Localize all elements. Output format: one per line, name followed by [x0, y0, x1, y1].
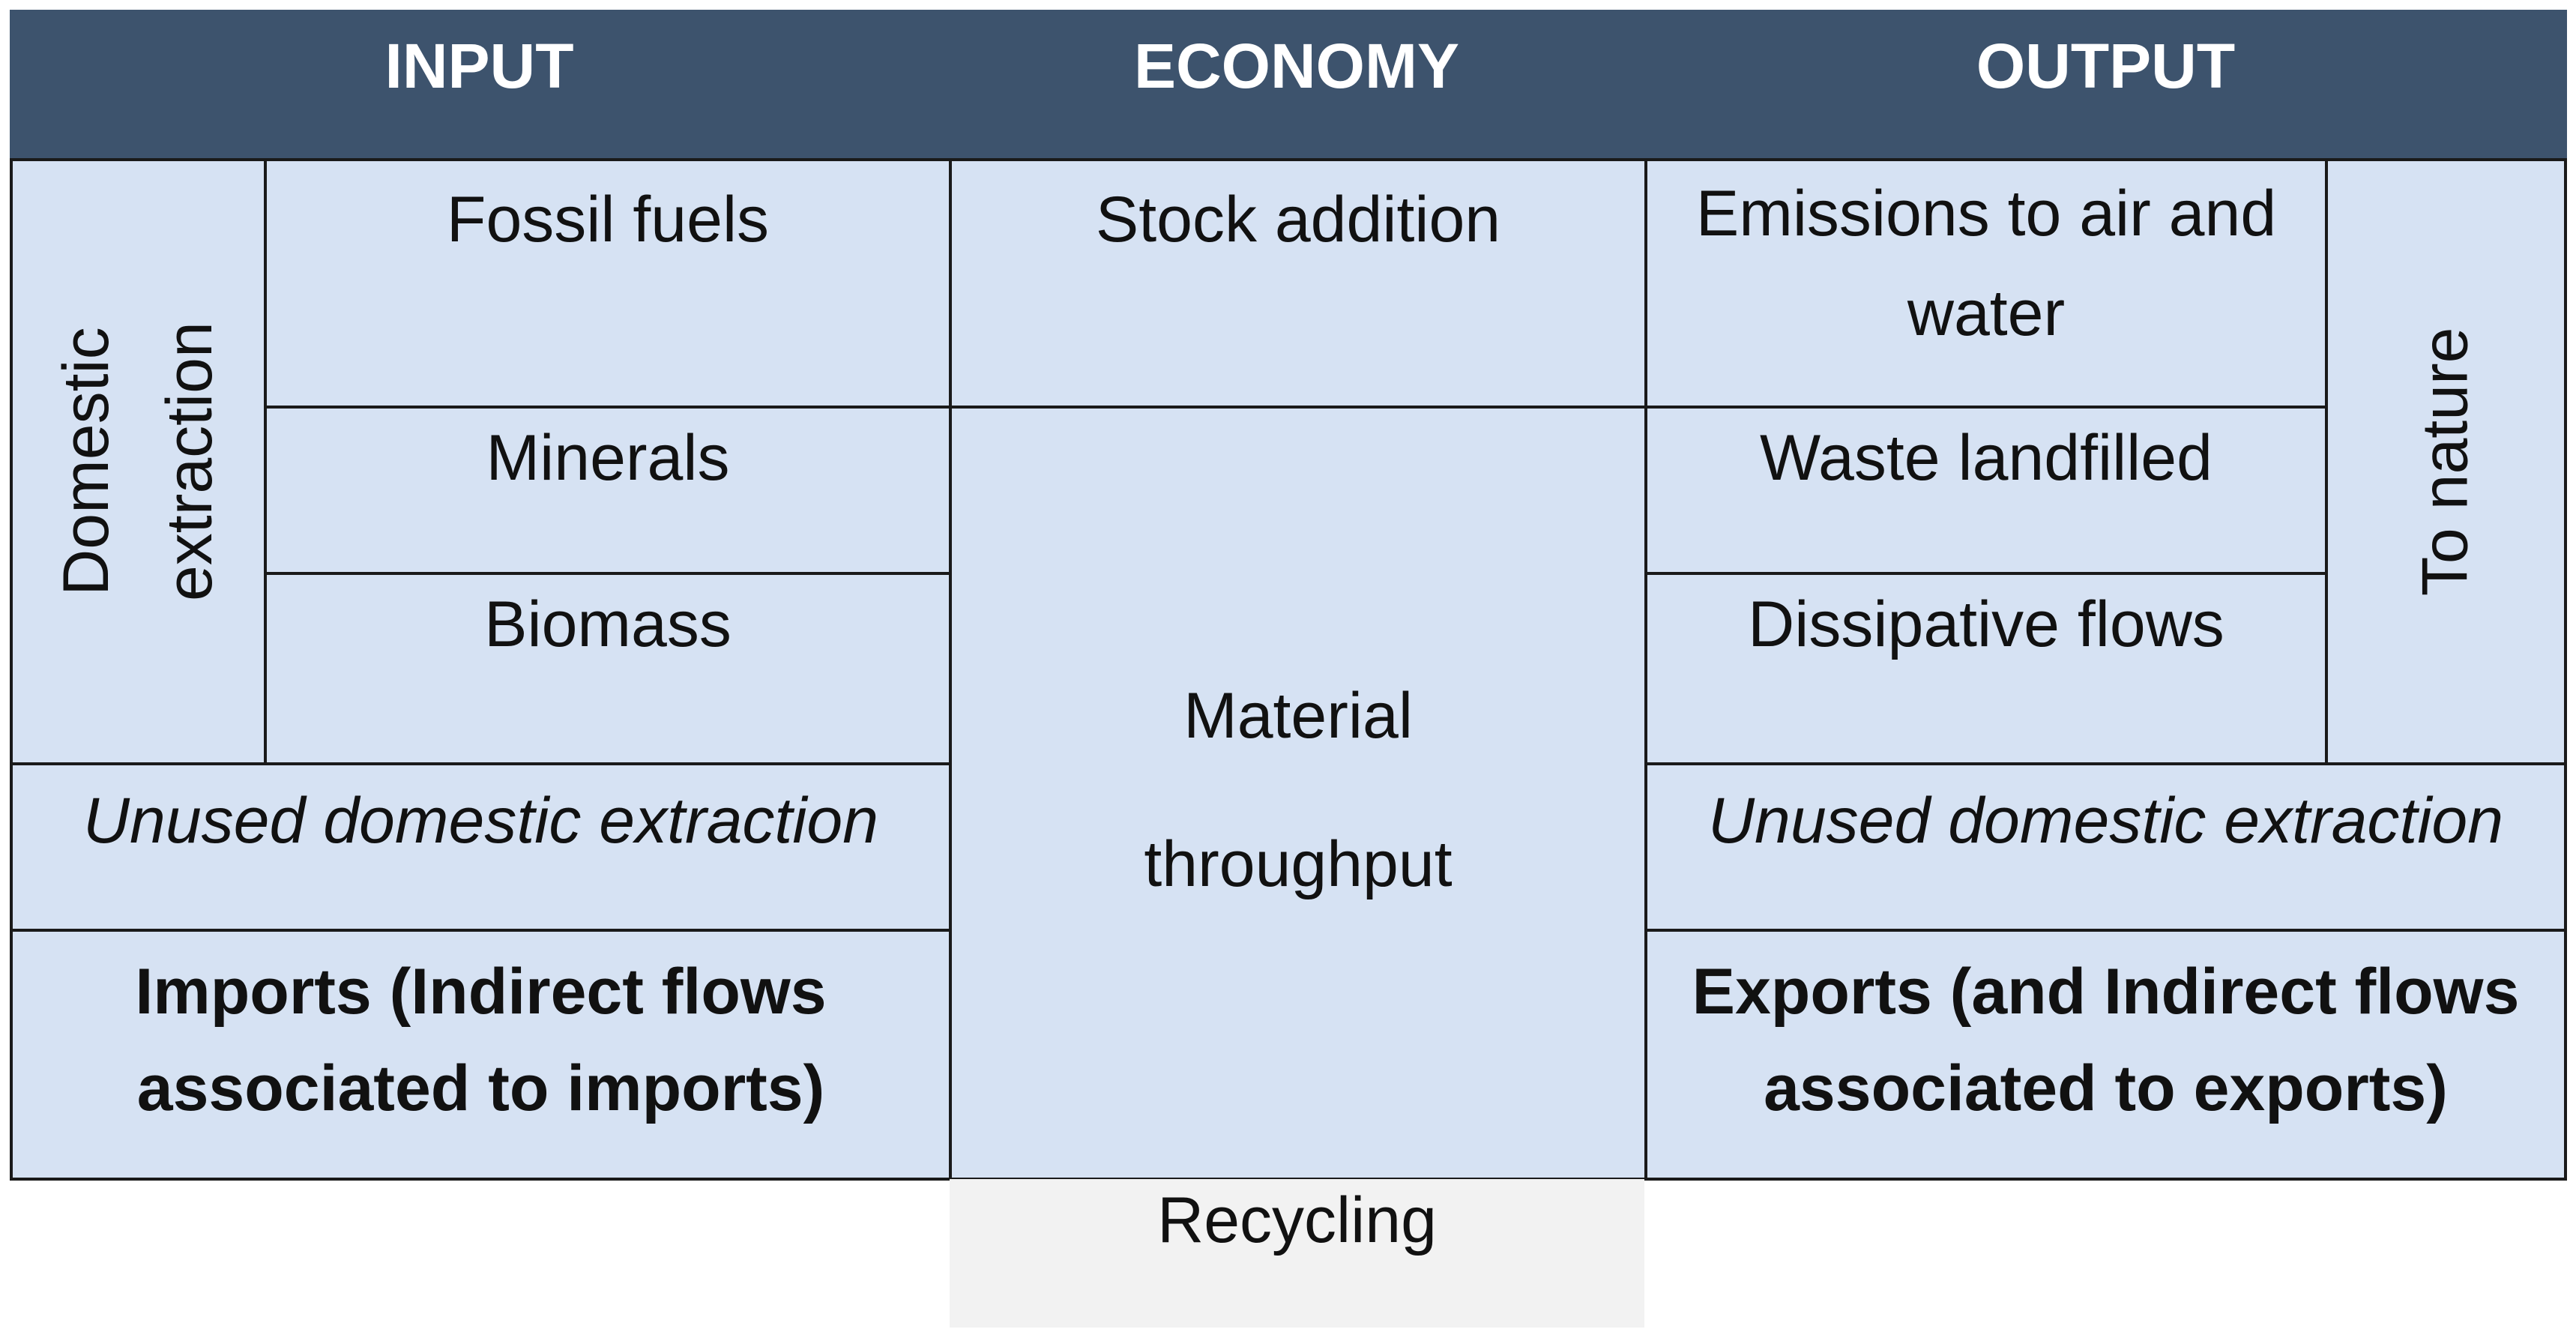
economy-header: ECONOMY [1133, 30, 1460, 101]
stock-addition-label: Stock addition [1095, 184, 1501, 256]
exports-cell: Exports (and Indirect flows associated t… [1644, 929, 2567, 1181]
biomass-cell: Biomass [264, 572, 952, 765]
dissipative-flows-cell: Dissipative flows [1644, 572, 2328, 765]
dissipative-flows-label: Dissipative flows [1748, 588, 2224, 660]
to-nature-label: To nature [2409, 327, 2482, 597]
fossil-fuels-label: Fossil fuels [446, 184, 770, 256]
output-header: OUTPUT [1976, 30, 2236, 101]
unused-domestic-extraction-output-cell: Unused domestic extraction [1644, 762, 2567, 932]
input-header: INPUT [384, 30, 574, 101]
imports-line-1: Imports (Indirect flows [135, 956, 827, 1028]
exports-line-2: associated to exports) [1764, 1052, 2448, 1124]
exports-line-1: Exports (and Indirect flows [1692, 956, 2520, 1028]
imports-line-2: associated to imports) [136, 1052, 825, 1124]
material-throughput-line-2: throughput [1144, 828, 1453, 900]
minerals-cell: Minerals [264, 406, 952, 575]
emissions-line-2: water [1907, 277, 2066, 350]
unused-domestic-extraction-output-label: Unused domestic extraction [1707, 785, 2504, 857]
waste-landfilled-label: Waste landfilled [1760, 422, 2212, 494]
stock-addition-cell: Stock addition [949, 158, 1647, 409]
to-nature-cell: To nature [2325, 158, 2567, 765]
header-band [10, 10, 2567, 158]
biomass-label: Biomass [484, 588, 732, 660]
imports-cell: Imports (Indirect flows associated to im… [10, 929, 952, 1181]
unused-domestic-extraction-input-label: Unused domestic extraction [82, 785, 879, 857]
fossil-fuels-cell: Fossil fuels [264, 158, 952, 409]
domestic-extraction-label: Domestic extraction [35, 322, 241, 602]
minerals-label: Minerals [486, 422, 730, 494]
waste-landfilled-cell: Waste landfilled [1644, 406, 2328, 575]
unused-domestic-extraction-input-cell: Unused domestic extraction [10, 762, 952, 932]
recycling-cell: Recycling [950, 1179, 1644, 1328]
emissions-cell: Emissions to air and water [1644, 158, 2328, 409]
domestic-extraction-cell: Domestic extraction [10, 158, 267, 765]
domestic-extraction-line-1: Domestic [49, 327, 122, 597]
emissions-line-1: Emissions to air and [1695, 178, 2277, 250]
material-throughput-cell: Material throughput [949, 406, 1647, 1181]
domestic-extraction-line-2: extraction [153, 322, 226, 602]
recycling-label: Recycling [1157, 1184, 1437, 1256]
material-throughput-line-1: Material [1183, 680, 1413, 752]
